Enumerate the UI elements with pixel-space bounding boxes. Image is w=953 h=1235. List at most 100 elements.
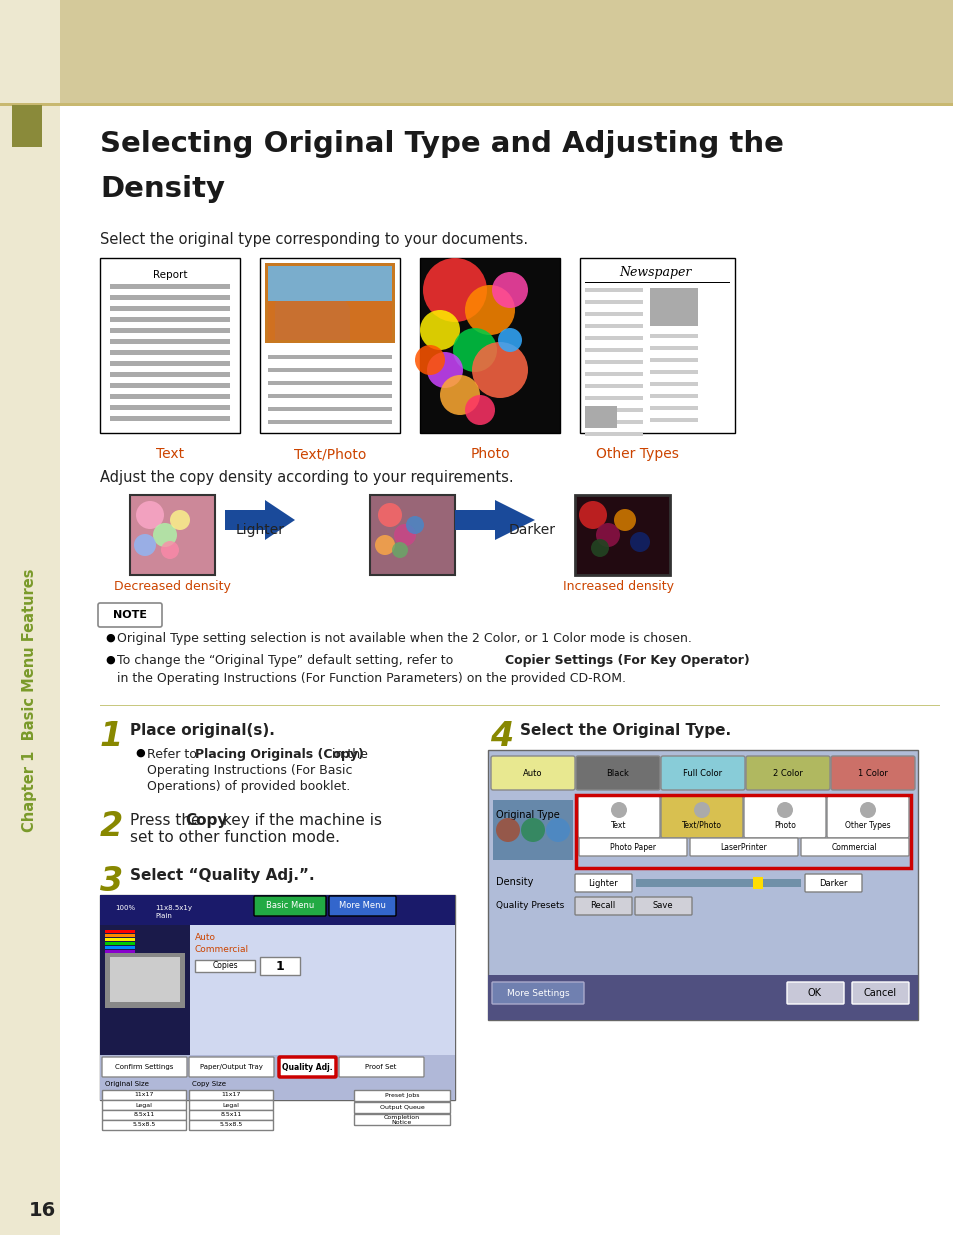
Text: Increased density: Increased density — [563, 580, 674, 593]
Bar — [110, 295, 230, 300]
Bar — [100, 895, 455, 1100]
Bar — [268, 368, 392, 372]
Text: Refer to: Refer to — [147, 748, 201, 761]
Text: Save: Save — [652, 902, 673, 910]
FancyBboxPatch shape — [190, 1120, 274, 1130]
Bar — [584, 312, 642, 316]
Text: Lighter: Lighter — [235, 522, 284, 537]
Bar — [0, 0, 953, 105]
Bar — [12, 105, 42, 147]
Bar — [268, 420, 392, 424]
Bar — [110, 306, 230, 311]
Text: Adjust the copy density according to your requirements.: Adjust the copy density according to you… — [100, 471, 513, 485]
Text: Basic Menu: Basic Menu — [266, 902, 314, 910]
Text: More Settings: More Settings — [506, 988, 569, 998]
Bar — [649, 394, 698, 398]
Circle shape — [152, 522, 177, 547]
Text: 2 Color: 2 Color — [772, 768, 802, 778]
Bar — [105, 950, 135, 953]
Text: 1: 1 — [275, 960, 284, 972]
Bar — [419, 258, 559, 433]
FancyBboxPatch shape — [575, 897, 631, 915]
Circle shape — [415, 345, 444, 375]
Bar — [110, 338, 230, 345]
Circle shape — [375, 535, 395, 555]
Bar — [649, 417, 698, 422]
Text: Chapter 1  Basic Menu Features: Chapter 1 Basic Menu Features — [23, 568, 37, 831]
FancyBboxPatch shape — [578, 797, 659, 839]
Text: Text/Photo: Text/Photo — [294, 447, 366, 461]
FancyBboxPatch shape — [576, 756, 659, 790]
Text: 2: 2 — [100, 810, 123, 844]
Bar — [584, 288, 642, 291]
Text: NOTE: NOTE — [112, 610, 147, 620]
Text: Operating Instructions (For Basic: Operating Instructions (For Basic — [147, 764, 352, 777]
Bar — [488, 750, 917, 1020]
Bar — [584, 396, 642, 400]
Text: ●: ● — [105, 634, 114, 643]
Text: 5.5x8.5: 5.5x8.5 — [132, 1123, 155, 1128]
Text: 11x17: 11x17 — [221, 1093, 240, 1098]
FancyBboxPatch shape — [743, 797, 825, 839]
Circle shape — [406, 516, 423, 534]
Bar — [100, 895, 455, 925]
Circle shape — [545, 818, 569, 842]
Text: Copy Size: Copy Size — [192, 1081, 226, 1087]
Bar — [110, 361, 230, 366]
FancyBboxPatch shape — [491, 756, 575, 790]
Bar — [110, 416, 230, 421]
Text: 5.5x8.5: 5.5x8.5 — [219, 1123, 242, 1128]
Text: ●: ● — [135, 748, 145, 758]
Bar — [100, 258, 240, 433]
FancyBboxPatch shape — [689, 839, 797, 856]
Bar — [110, 383, 230, 388]
FancyBboxPatch shape — [826, 797, 908, 839]
Bar — [636, 879, 801, 887]
Text: Placing Originals (Copy): Placing Originals (Copy) — [194, 748, 363, 761]
Text: Legal: Legal — [135, 1103, 152, 1108]
FancyBboxPatch shape — [804, 874, 862, 892]
Circle shape — [610, 802, 626, 818]
Text: 1: 1 — [100, 720, 123, 753]
Bar — [110, 372, 230, 377]
Bar — [584, 324, 642, 329]
Circle shape — [161, 541, 179, 559]
FancyBboxPatch shape — [102, 1110, 186, 1120]
Bar — [110, 405, 230, 410]
Text: Original Size: Original Size — [105, 1081, 149, 1087]
Text: Select the original type corresponding to your documents.: Select the original type corresponding t… — [100, 232, 528, 247]
Text: Text/Photo: Text/Photo — [681, 820, 721, 830]
Text: Full Color: Full Color — [682, 768, 721, 778]
Bar — [105, 942, 135, 945]
Text: Quality Adj.: Quality Adj. — [281, 1062, 332, 1072]
Bar — [649, 406, 698, 410]
Text: Lighter: Lighter — [587, 878, 618, 888]
Polygon shape — [455, 500, 535, 540]
Circle shape — [492, 272, 527, 308]
Circle shape — [497, 329, 521, 352]
Bar — [260, 957, 299, 974]
Text: Place original(s).: Place original(s). — [130, 722, 274, 739]
Bar — [110, 329, 230, 333]
Bar — [649, 382, 698, 387]
Text: Confirm Settings: Confirm Settings — [114, 1065, 173, 1070]
Bar — [265, 263, 395, 343]
Circle shape — [377, 503, 401, 527]
Text: Auto: Auto — [522, 768, 542, 778]
Bar — [260, 258, 399, 433]
Text: Photo Paper: Photo Paper — [609, 842, 656, 851]
Circle shape — [859, 802, 875, 818]
FancyBboxPatch shape — [329, 897, 395, 916]
Bar — [649, 370, 698, 374]
FancyBboxPatch shape — [578, 839, 686, 856]
Bar — [110, 317, 230, 322]
FancyBboxPatch shape — [253, 897, 326, 916]
Text: 3: 3 — [100, 864, 123, 898]
FancyBboxPatch shape — [190, 1091, 274, 1100]
Text: Selecting Original Type and Adjusting the: Selecting Original Type and Adjusting th… — [100, 130, 783, 158]
Bar — [576, 795, 910, 868]
Text: Copy: Copy — [185, 813, 227, 827]
Bar — [584, 336, 642, 340]
Text: 16: 16 — [29, 1200, 55, 1219]
Text: 8.5x11: 8.5x11 — [133, 1113, 154, 1118]
